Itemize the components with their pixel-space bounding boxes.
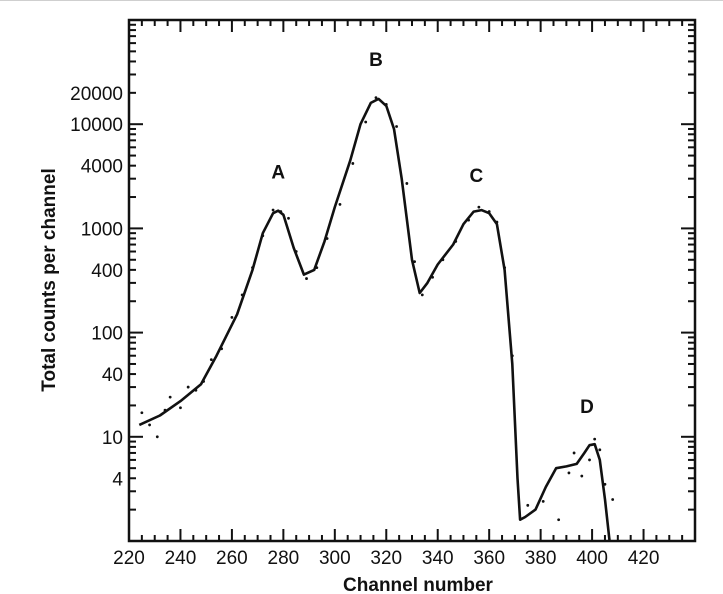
data-point <box>271 208 275 212</box>
data-point <box>251 266 254 270</box>
x-tick-label: 340 <box>422 548 454 569</box>
data-point <box>567 471 571 475</box>
x-tick-label: 420 <box>628 548 660 569</box>
data-point <box>140 411 144 415</box>
y-tick-label: 10 <box>102 428 123 449</box>
data-point <box>194 388 198 392</box>
series-layer <box>138 96 615 541</box>
data-point <box>202 380 206 383</box>
data-point <box>384 102 388 106</box>
data-point <box>487 210 491 213</box>
data-point <box>467 218 470 222</box>
data-point <box>593 437 597 441</box>
data-point <box>413 260 416 264</box>
data-point <box>503 266 507 270</box>
data-point <box>441 258 445 262</box>
data-point <box>351 162 355 165</box>
y-tick-label: 40 <box>102 365 123 386</box>
annotation-layer: A B C D <box>271 50 593 418</box>
x-tick-label: 220 <box>113 548 145 569</box>
data-point <box>325 237 329 240</box>
y-tick-label: 4 <box>112 469 123 490</box>
peak-label-d: D <box>580 397 594 418</box>
data-point <box>186 385 190 389</box>
data-point <box>526 503 530 507</box>
y-tick-label: 10000 <box>70 115 123 136</box>
x-tick-label: 360 <box>473 548 505 569</box>
peak-label-b: B <box>369 50 383 71</box>
data-point <box>572 451 576 455</box>
data-point <box>580 474 584 478</box>
data-point <box>598 448 602 452</box>
top-rule <box>0 0 723 1</box>
data-point <box>220 347 224 351</box>
data-point <box>163 408 167 412</box>
data-point <box>374 96 378 100</box>
x-axis-title: Channel number <box>343 575 494 594</box>
data-point <box>155 435 159 439</box>
fit-curve-line <box>138 97 611 541</box>
data-point <box>364 120 368 124</box>
data-point <box>431 275 434 279</box>
data-point <box>603 482 607 486</box>
y-tick-label: 400 <box>91 261 123 282</box>
data-point <box>287 216 290 220</box>
x-tick-label: 400 <box>576 548 608 569</box>
tick-labels: 220 240 260 280 300 320 340 360 380 400 420 4 10 40 10… <box>70 84 659 569</box>
data-point <box>294 250 298 253</box>
data-point <box>279 210 283 213</box>
data-point <box>510 354 514 358</box>
y-tick-label: 4000 <box>81 157 123 178</box>
data-point <box>405 182 409 185</box>
x-tick-label: 240 <box>165 548 197 569</box>
x-tick-label: 320 <box>370 548 402 569</box>
peak-label-c: C <box>469 166 483 187</box>
y-axis-title: Total counts per channel <box>39 168 60 391</box>
data-point <box>240 293 244 297</box>
data-point <box>179 406 182 410</box>
data-point <box>611 498 615 501</box>
data-point <box>209 358 213 362</box>
x-tick-label: 380 <box>525 548 557 569</box>
data-point <box>420 293 424 297</box>
data-point <box>148 423 151 427</box>
y-tick-label: 1000 <box>81 219 123 240</box>
data-point <box>338 202 342 206</box>
y-tick-label: 20000 <box>70 84 123 105</box>
data-point <box>395 125 398 128</box>
data-point <box>315 266 319 270</box>
data-point <box>454 240 458 243</box>
data-point <box>557 518 561 522</box>
data-point <box>477 205 481 209</box>
tick-marks <box>128 20 696 542</box>
plot-frame <box>127 18 697 543</box>
x-tick-label: 300 <box>319 548 351 569</box>
data-point <box>588 458 591 462</box>
data-point <box>261 234 265 238</box>
data-point <box>541 499 545 503</box>
data-point <box>230 315 234 319</box>
data-point <box>495 220 499 224</box>
x-tick-label: 280 <box>268 548 300 569</box>
data-point <box>168 395 172 399</box>
data-point <box>305 277 308 280</box>
y-tick-label: 100 <box>91 324 123 345</box>
peak-label-a: A <box>271 163 285 184</box>
x-tick-label: 260 <box>216 548 248 569</box>
